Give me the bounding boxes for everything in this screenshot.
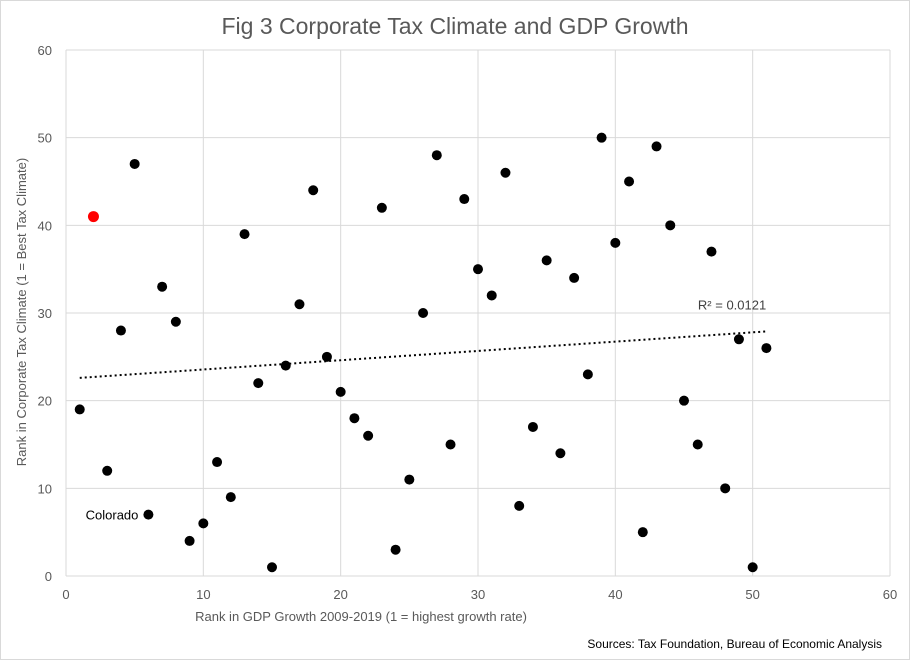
data-point (157, 281, 168, 292)
data-point (651, 141, 662, 152)
data-point-highlighted (87, 211, 99, 223)
x-tick-label: 30 (471, 587, 485, 602)
data-point (129, 158, 140, 169)
y-axis-label: Rank in Corporate Tax Climate (1 = Best … (14, 158, 29, 466)
x-tick-label: 50 (745, 587, 759, 602)
data-point (569, 272, 580, 283)
data-point (459, 194, 470, 205)
x-axis-ticks: 0 10 20 30 40 50 60 (62, 587, 897, 602)
y-tick-label: 50 (38, 131, 52, 146)
y-axis-ticks: 0 10 20 30 40 50 60 (38, 43, 52, 584)
data-point (431, 150, 442, 161)
y-tick-label: 20 (38, 394, 52, 409)
data-point (733, 334, 744, 345)
data-point (500, 167, 511, 178)
data-point (267, 562, 277, 573)
r-squared-label: R² = 0.0121 (698, 297, 766, 312)
gridlines (65, 49, 891, 577)
data-point (390, 544, 401, 555)
data-point (706, 246, 717, 257)
data-point (665, 220, 676, 231)
data-point (335, 386, 346, 397)
data-point (404, 474, 415, 485)
data-point (212, 457, 223, 468)
data-point (321, 351, 332, 362)
data-point (280, 360, 291, 371)
data-point (527, 421, 538, 432)
chart-title: Fig 3 Corporate Tax Climate and GDP Grow… (221, 13, 688, 39)
x-tick-label: 60 (883, 587, 897, 602)
y-tick-label: 0 (45, 569, 52, 584)
data-point (473, 264, 483, 275)
trendline (79, 330, 767, 379)
data-point (761, 343, 772, 354)
data-point (692, 439, 703, 450)
data-point (74, 404, 85, 415)
data-point (555, 448, 566, 459)
x-axis-label: Rank in GDP Growth 2009-2019 (1 = highes… (195, 609, 527, 624)
data-point (747, 562, 758, 573)
data-point (363, 430, 374, 441)
data-point (679, 395, 689, 406)
data-point (115, 325, 126, 336)
data-point (198, 518, 209, 529)
x-tick-label: 10 (196, 587, 210, 602)
data-point (637, 527, 648, 538)
data-point (376, 202, 387, 213)
x-tick-label: 0 (62, 587, 69, 602)
data-point (225, 492, 236, 503)
data-point (720, 483, 731, 494)
data-point (624, 176, 635, 187)
data-point (610, 237, 621, 248)
data-point (349, 413, 360, 424)
x-tick-label: 40 (608, 587, 622, 602)
y-tick-label: 60 (38, 43, 52, 58)
source-note: Sources: Tax Foundation, Bureau of Econo… (587, 637, 882, 651)
data-point (184, 535, 195, 546)
data-point (596, 132, 607, 143)
data-points (74, 132, 772, 573)
data-point (582, 369, 593, 380)
data-point (239, 229, 250, 240)
data-point (102, 465, 113, 476)
data-point (418, 308, 429, 318)
data-point (514, 500, 525, 511)
data-point (170, 316, 181, 327)
x-tick-label: 20 (333, 587, 347, 602)
y-tick-label: 10 (38, 481, 52, 496)
data-point (253, 378, 264, 389)
data-point (541, 255, 552, 266)
data-point (308, 185, 319, 196)
data-point (143, 509, 154, 520)
data-point (294, 299, 305, 310)
data-point (445, 439, 456, 450)
data-point (486, 290, 497, 301)
y-tick-label: 40 (38, 218, 52, 233)
colorado-annotation: Colorado (86, 508, 139, 523)
y-tick-label: 30 (38, 306, 52, 321)
